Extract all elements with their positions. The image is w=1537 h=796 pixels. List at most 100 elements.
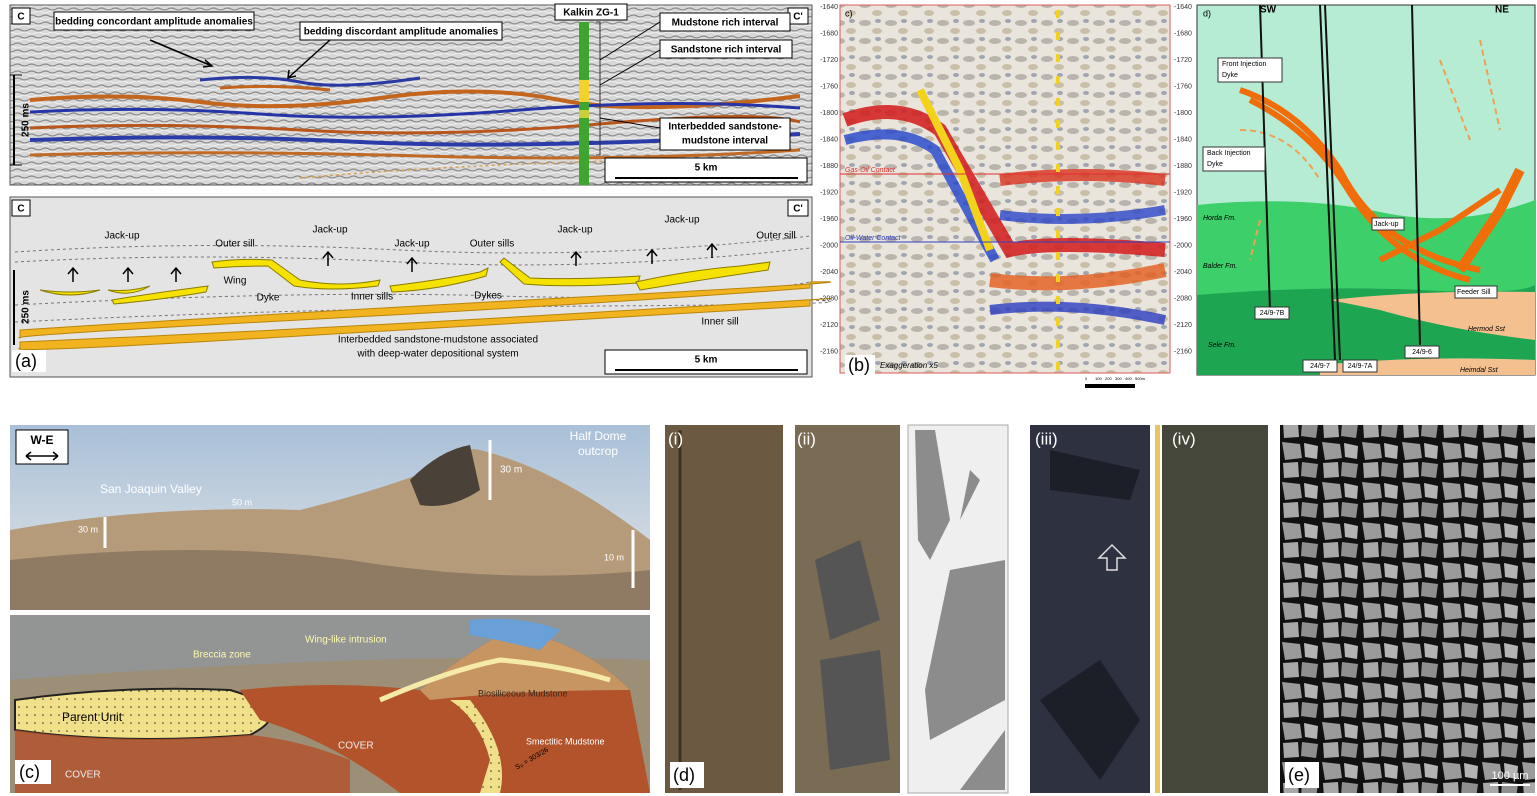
label: Breccia zone bbox=[193, 650, 251, 661]
annotation-box bbox=[659, 117, 791, 151]
label: Biosiliceous Mudstone bbox=[478, 688, 568, 698]
annotation-box bbox=[1217, 57, 1283, 83]
label: Dyke bbox=[257, 293, 280, 304]
panel-label: (e) bbox=[1288, 765, 1310, 785]
depth-label: -1920 bbox=[1174, 189, 1192, 196]
core-label: (ii) bbox=[797, 429, 816, 448]
contact-label: Oil-Water Contact bbox=[845, 235, 902, 242]
panel-label: (a) bbox=[15, 351, 37, 371]
label: Dyke bbox=[1222, 72, 1238, 79]
panel-b-seismic-shape bbox=[845, 355, 875, 375]
depth-label: -2120 bbox=[820, 322, 838, 329]
panel-d-section-shape bbox=[1239, 39, 1501, 261]
label: Horda Fm. bbox=[1203, 215, 1236, 222]
panel-a-seismic-shape bbox=[29, 114, 801, 135]
core-label: (iii) bbox=[1035, 429, 1058, 448]
depth-label: -2080 bbox=[1174, 295, 1192, 302]
depth-label: -1840 bbox=[820, 136, 838, 143]
panel-e-sem-shape bbox=[1285, 762, 1319, 788]
panel-a-interpretation-shape bbox=[635, 261, 771, 291]
depth-label: -1880 bbox=[820, 163, 838, 170]
label: Interbedded sandstone-mudstone associate… bbox=[338, 335, 538, 346]
panel-a-interpretation-shape bbox=[12, 350, 46, 372]
panel-a-interpretation bbox=[9, 196, 832, 378]
panel-b-seismic-shape bbox=[916, 88, 994, 252]
label: outcrop bbox=[578, 444, 618, 458]
panel-a-seismic-shape bbox=[287, 39, 331, 79]
distance-scale: 5 km bbox=[695, 355, 718, 366]
depth-label: -1800 bbox=[1174, 110, 1192, 117]
panel-label: (c) bbox=[19, 762, 40, 782]
panel-a-interpretation-shape bbox=[389, 267, 489, 293]
time-scale: 250 ms bbox=[21, 103, 32, 137]
panel-e-sem bbox=[1280, 425, 1535, 793]
depth-label: -2160 bbox=[820, 348, 838, 355]
label: Half Dome bbox=[570, 429, 627, 443]
depth-label: -1960 bbox=[820, 216, 838, 223]
label: 30 m bbox=[78, 524, 98, 534]
section-marker: C' bbox=[793, 204, 803, 215]
depth-label: -1640 bbox=[820, 4, 838, 11]
label: Inner sills bbox=[351, 292, 393, 303]
annotation: mudstone interval bbox=[682, 136, 768, 147]
panel-c-photo-shape bbox=[379, 657, 611, 703]
section-marker-box bbox=[11, 7, 31, 25]
panel-a-interpretation-shape bbox=[18, 281, 832, 339]
annotation-box bbox=[1202, 146, 1266, 172]
depth-label: -2040 bbox=[820, 269, 838, 276]
label: Outer sills bbox=[470, 239, 514, 250]
panel-label: d) bbox=[1203, 8, 1211, 18]
scale-label: 300 bbox=[1115, 376, 1122, 381]
label: San Joaquin Valley bbox=[100, 482, 202, 496]
depth-label: -1800 bbox=[820, 110, 838, 117]
contact-label: Gas-Oil Contact bbox=[845, 167, 896, 174]
depth-label: -1680 bbox=[820, 30, 838, 37]
panel-e-sem-shape bbox=[1280, 425, 1535, 793]
label: Sele Fm. bbox=[1208, 342, 1236, 349]
well-name: 24/9-7B bbox=[1260, 310, 1285, 317]
label: NE bbox=[1495, 5, 1509, 16]
time-scale: 250 ms bbox=[21, 290, 32, 324]
depth-label: -1760 bbox=[820, 83, 838, 90]
panel-d-cores-shape bbox=[1155, 425, 1160, 793]
panel-b-seismic-shape bbox=[1085, 384, 1135, 388]
panel-c-photo-shape bbox=[10, 550, 650, 610]
annotation-box bbox=[53, 11, 255, 31]
panel-b-seismic-shape bbox=[999, 205, 1166, 224]
section-marker-box bbox=[787, 199, 809, 217]
exaggeration-label: Exaggeration x5 bbox=[880, 361, 938, 370]
depth-label: -1760 bbox=[1174, 83, 1192, 90]
panel-c-photo-shape bbox=[410, 445, 480, 506]
well-box bbox=[1254, 306, 1290, 320]
label: 50 m bbox=[232, 497, 252, 507]
depth-label: -1680 bbox=[1174, 30, 1192, 37]
panel-b-seismic-shape bbox=[999, 169, 1166, 186]
depth-label: -2040 bbox=[1174, 269, 1192, 276]
jack-up-label: Jack-up bbox=[104, 231, 139, 242]
label: 10 m bbox=[604, 552, 624, 562]
well-name-box bbox=[554, 3, 628, 21]
panel-b-seismic-shape bbox=[989, 263, 1167, 291]
label: 30 m bbox=[500, 465, 522, 476]
label: Hermod Sst bbox=[1468, 326, 1506, 333]
panel-a-seismic-shape bbox=[579, 80, 589, 102]
annotation: Sandstone rich interval bbox=[671, 45, 782, 56]
jack-up-label: Jack-up bbox=[664, 215, 699, 226]
well-name: 24/9-7A bbox=[1348, 363, 1373, 370]
panel-d-cores-shape bbox=[670, 762, 704, 788]
scale-label: 500m bbox=[1135, 376, 1146, 381]
panel-a-seismic-shape bbox=[579, 22, 589, 185]
section-marker: C bbox=[17, 204, 24, 215]
label: COVER bbox=[338, 741, 374, 752]
label: Jack-up bbox=[1374, 221, 1399, 228]
annotation-box bbox=[299, 21, 503, 41]
panel-b-seismic bbox=[839, 4, 1171, 388]
panel-d-cores-shape bbox=[665, 425, 783, 793]
well-name: 24/9-6 bbox=[1412, 349, 1432, 356]
annotation: bedding concordant amplitude anomalies bbox=[55, 17, 253, 28]
section-marker: C bbox=[17, 12, 24, 23]
panel-d-cores bbox=[665, 424, 1268, 794]
label: Back Injection bbox=[1207, 150, 1251, 157]
label: Inner sill bbox=[701, 317, 738, 328]
